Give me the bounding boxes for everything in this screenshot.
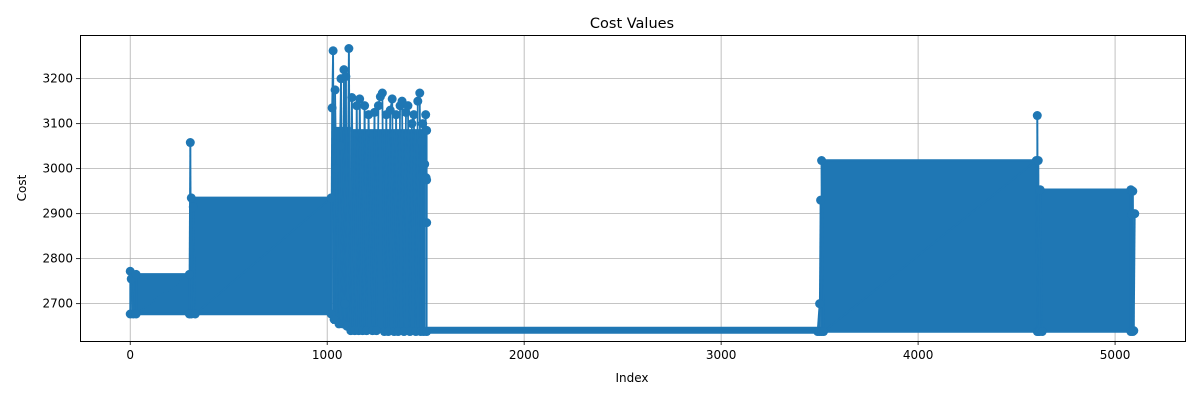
data-point bbox=[819, 327, 828, 336]
data-point bbox=[388, 94, 397, 103]
data-point bbox=[407, 119, 416, 128]
data-point bbox=[422, 327, 431, 336]
data-point bbox=[392, 110, 401, 119]
x-axis-label: Index bbox=[615, 371, 648, 385]
y-tick-label: 3100 bbox=[42, 117, 73, 131]
data-point bbox=[360, 101, 369, 110]
y-tick-label: 2800 bbox=[42, 252, 73, 266]
data-point bbox=[1038, 327, 1047, 336]
data-point bbox=[378, 89, 387, 98]
data-point bbox=[329, 46, 338, 55]
y-tick-label: 3000 bbox=[42, 162, 73, 176]
data-point bbox=[132, 310, 141, 319]
data-point bbox=[422, 218, 431, 227]
data-point bbox=[332, 164, 341, 173]
data-point bbox=[422, 175, 431, 184]
x-tick-label: 3000 bbox=[706, 348, 737, 362]
data-point bbox=[413, 97, 422, 106]
chart-title: Cost Values bbox=[590, 16, 674, 32]
data-point bbox=[1128, 187, 1137, 196]
data-point bbox=[347, 93, 356, 102]
data-point bbox=[331, 85, 340, 94]
data-point bbox=[409, 110, 418, 119]
plot-area bbox=[126, 44, 1140, 336]
y-tick-label: 2700 bbox=[42, 297, 73, 311]
data-point bbox=[415, 89, 424, 98]
data-point bbox=[336, 142, 345, 151]
data-point bbox=[341, 72, 350, 81]
data-point bbox=[191, 310, 200, 319]
data-point bbox=[374, 101, 383, 110]
data-point bbox=[422, 126, 431, 135]
series-line-segment bbox=[421, 142, 422, 332]
data-point bbox=[344, 44, 353, 53]
data-point bbox=[327, 193, 336, 202]
series-line-segment bbox=[339, 146, 340, 324]
data-point bbox=[421, 110, 430, 119]
data-point bbox=[817, 156, 826, 165]
series-line-segment bbox=[335, 90, 336, 169]
data-point bbox=[328, 103, 337, 112]
data-point bbox=[372, 326, 381, 335]
data-point bbox=[1129, 326, 1138, 335]
x-tick-label: 4000 bbox=[903, 348, 934, 362]
data-point bbox=[815, 299, 824, 308]
data-point bbox=[189, 202, 198, 211]
data-point bbox=[187, 193, 196, 202]
data-point bbox=[132, 270, 141, 279]
series-line-segment bbox=[1134, 214, 1135, 331]
data-point bbox=[420, 160, 429, 169]
x-tick-label: 2000 bbox=[509, 348, 540, 362]
data-point bbox=[340, 299, 349, 308]
x-tick-label: 1000 bbox=[312, 348, 343, 362]
data-point bbox=[186, 138, 195, 147]
data-point bbox=[1130, 209, 1139, 218]
x-tick-label: 5000 bbox=[1100, 348, 1131, 362]
y-tick-label: 2900 bbox=[42, 207, 73, 221]
data-point bbox=[816, 196, 825, 205]
series-line-segment bbox=[424, 164, 425, 331]
data-point bbox=[403, 101, 412, 110]
data-point bbox=[1034, 156, 1043, 165]
data-point bbox=[1033, 111, 1042, 120]
series-line-segment bbox=[331, 108, 332, 314]
data-point bbox=[1036, 185, 1045, 194]
data-point bbox=[417, 137, 426, 146]
y-axis-label: Cost bbox=[15, 174, 29, 201]
y-tick-label: 3200 bbox=[42, 72, 73, 86]
x-tick-label: 0 bbox=[126, 348, 134, 362]
data-point bbox=[185, 270, 194, 279]
